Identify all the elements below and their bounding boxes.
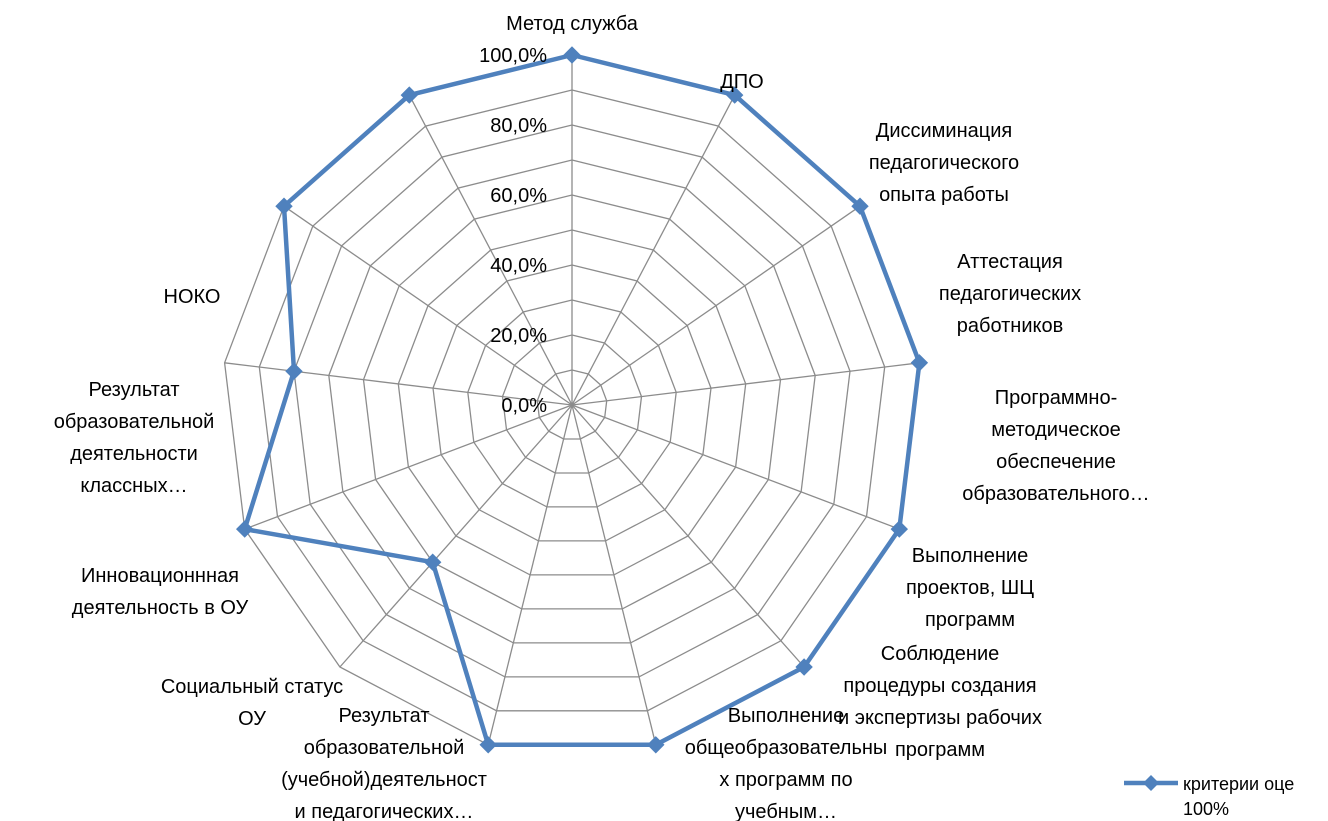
radar-grid (223, 54, 921, 746)
grid-ring (536, 369, 608, 440)
grid-ring (467, 299, 677, 508)
data-point-marker (400, 86, 419, 104)
grid-ring (328, 159, 816, 644)
grid-spoke (571, 404, 805, 668)
category-label: Результат образовательной (учебной)деятель… (281, 705, 487, 821)
legend-marker (1143, 775, 1159, 791)
grid-ring (397, 229, 747, 576)
data-point-marker (285, 362, 303, 380)
category-label: Программно-методическое обеспечение образо… (962, 387, 1149, 505)
data-point-marker (479, 736, 497, 754)
data-point-marker (851, 197, 869, 215)
grid-spoke (487, 404, 573, 745)
category-label: Аттестация педагогических работников (939, 251, 1081, 337)
tick-labels: 0,0% 20,0% 40,0% 60,0% 80,0% 100,0% (479, 45, 547, 417)
data-point-marker (795, 658, 813, 676)
category-label: НОКО (164, 286, 221, 308)
grid-spoke (224, 362, 573, 406)
grid-spoke (283, 205, 573, 406)
category-label: Инновационнная деятельность в ОУ (72, 565, 249, 619)
grid-ring (501, 334, 643, 474)
tick-label: 80,0% (490, 115, 547, 137)
tick-label: 100,0% (479, 45, 547, 67)
category-label: Выполнение общеобразовательны х программ п… (685, 705, 888, 821)
grid-spoke (571, 404, 657, 745)
category-label: Диссиминация педагогического опыта работы (869, 120, 1019, 206)
grid-ring (432, 264, 712, 542)
category-label: Соблюдение процедуры создания и экспертизы… (838, 643, 1042, 761)
series-layer (235, 46, 929, 754)
data-point-marker (647, 736, 665, 754)
tick-label: 20,0% (490, 325, 547, 347)
data-point-marker (563, 46, 581, 64)
tick-label: 40,0% (490, 255, 547, 277)
category-label: ДПО (720, 71, 763, 93)
legend-label: критерии оце 100% (1183, 774, 1294, 819)
data-point-marker (890, 520, 909, 538)
grid-spoke (571, 404, 900, 530)
category-label: Выполнение проектов, ШЦ программ (906, 545, 1034, 631)
grid-spoke (408, 94, 573, 406)
grid-spoke (244, 404, 573, 530)
data-point-marker (275, 197, 293, 215)
tick-label: 60,0% (490, 185, 547, 207)
category-label: Метод служба (506, 13, 639, 35)
series-line (242, 52, 922, 748)
category-labels: Метод служба ДПО Диссиминация педагогическо… (54, 13, 1150, 821)
data-point-marker (910, 354, 929, 372)
grid-spoke (571, 94, 736, 406)
data-point-marker (235, 520, 254, 538)
data-point-marker (423, 553, 442, 571)
tick-label: 0,0% (501, 395, 547, 417)
grid-spoke (339, 404, 573, 668)
legend: критерии оце 100% (1124, 774, 1294, 819)
data-point-marker (725, 86, 744, 104)
category-label: Социальный статус ОУ (161, 676, 343, 730)
grid-spoke (571, 205, 861, 406)
grid-ring (258, 89, 886, 712)
grid-spoke (571, 362, 920, 406)
grid-ring (362, 194, 782, 610)
category-label: Результат образовательной деятельности клас… (54, 379, 215, 497)
grid-ring (293, 124, 851, 678)
